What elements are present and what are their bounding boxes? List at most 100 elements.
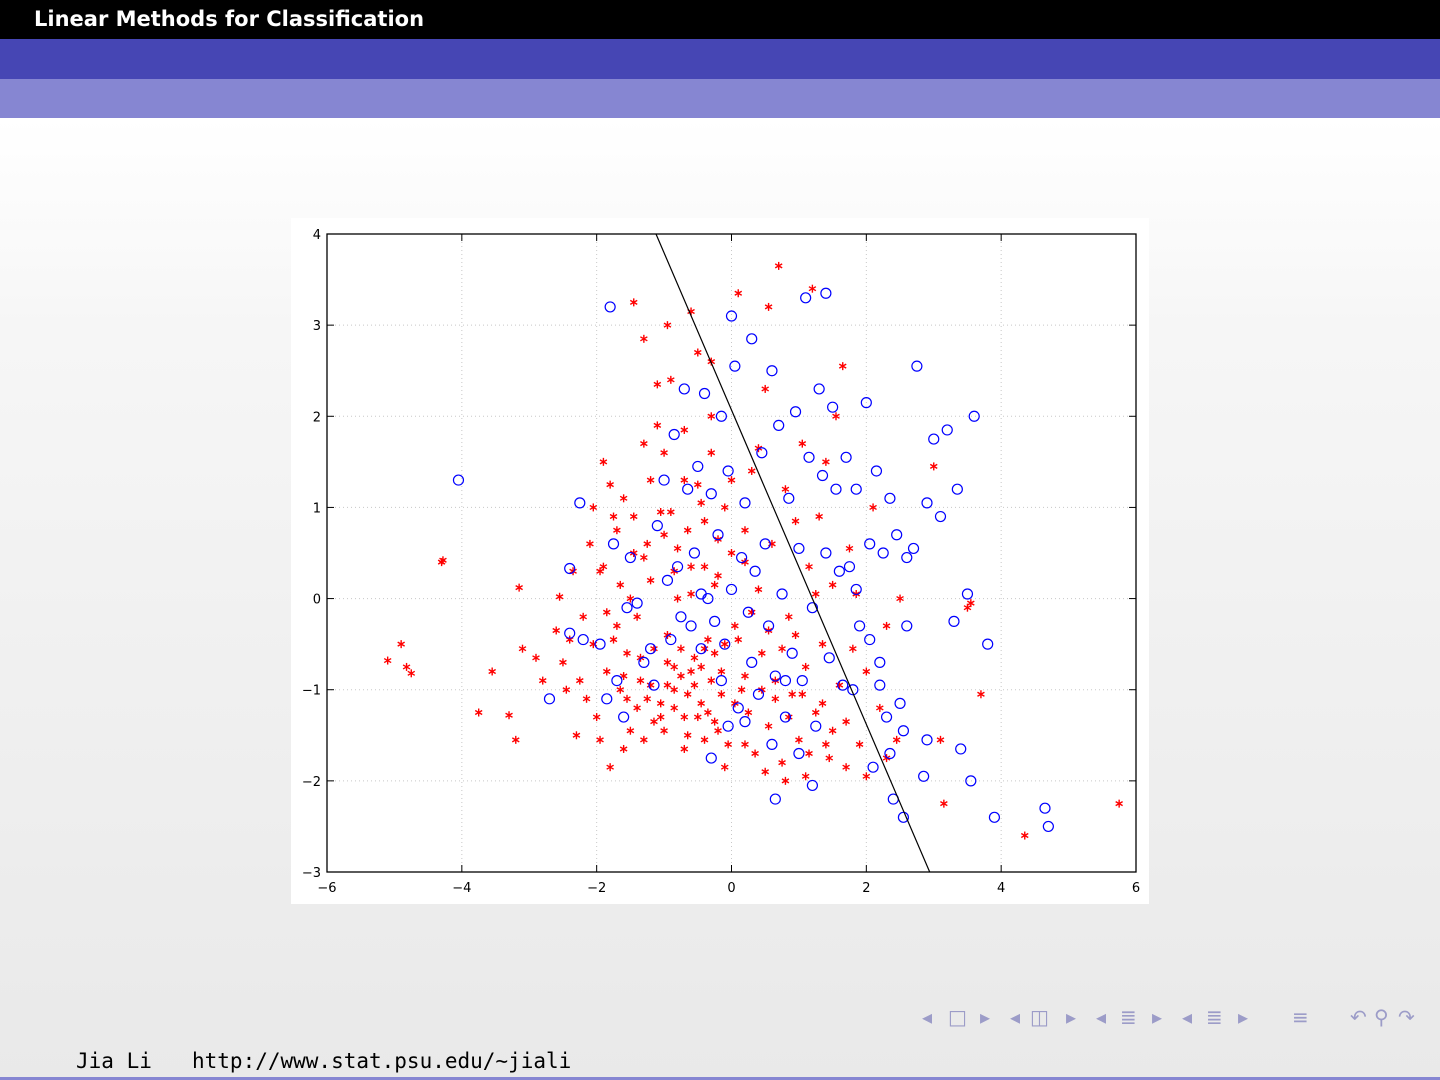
data-point-asterisk	[727, 476, 736, 485]
data-point-asterisk	[623, 694, 631, 703]
data-point-asterisk	[640, 334, 648, 343]
data-point-asterisk	[575, 676, 584, 685]
data-point-asterisk	[663, 681, 672, 690]
data-point-asterisk	[663, 321, 672, 330]
data-point-asterisk	[383, 656, 392, 665]
nav-left-arrow[interactable]: ◂	[922, 1005, 933, 1029]
data-point-asterisk	[842, 763, 850, 772]
data-point-asterisk	[670, 685, 679, 694]
subsection-icon[interactable]: ◫	[1030, 1005, 1049, 1029]
data-point-circle	[833, 565, 845, 577]
data-point-circle	[941, 424, 953, 436]
data-point-asterisk	[656, 713, 665, 722]
align-icon[interactable]: ≡	[1292, 1005, 1309, 1029]
data-point-circle	[850, 583, 862, 596]
footer-url[interactable]: http://www.stat.psu.edu/∼jiali	[192, 1049, 572, 1073]
data-point-circle	[870, 465, 883, 477]
data-point-circle	[695, 588, 707, 600]
data-point-circle	[732, 702, 744, 714]
data-point-asterisk	[700, 517, 709, 526]
data-point-asterisk	[741, 672, 749, 681]
data-point-circle	[769, 670, 781, 682]
data-point-circle	[719, 638, 731, 650]
nav-left-arrow[interactable]: ◂	[1096, 1005, 1107, 1029]
data-point-circle	[736, 551, 748, 564]
data-point-circle	[452, 474, 465, 486]
data-point-asterisk	[653, 380, 662, 389]
data-point-asterisk	[532, 653, 540, 662]
data-point-circle	[1042, 820, 1054, 833]
data-point-asterisk	[801, 772, 810, 781]
data-point-circle	[739, 497, 751, 509]
data-point-asterisk	[656, 507, 665, 516]
data-point-circle	[934, 510, 947, 523]
data-point-asterisk	[791, 631, 800, 640]
data-point-circle	[671, 561, 684, 573]
data-point-asterisk	[602, 608, 611, 617]
x-tick-label: −6	[317, 881, 336, 896]
data-point-asterisk	[747, 608, 756, 617]
data-point-asterisk	[761, 384, 770, 393]
data-point-circle	[705, 752, 717, 764]
data-point-asterisk	[842, 717, 850, 726]
data-point-circle	[769, 793, 781, 805]
section-icon[interactable]: ≣	[1206, 1005, 1223, 1029]
redo-icon[interactable]: ↷	[1398, 1005, 1415, 1029]
data-point-asterisk	[720, 763, 729, 772]
section-list-icon[interactable]: ≣	[1120, 1005, 1137, 1029]
search-icon[interactable]: ⚲	[1374, 1005, 1389, 1029]
data-point-asterisk	[737, 685, 746, 694]
data-point-circle	[621, 602, 633, 614]
data-point-circle	[901, 620, 913, 632]
data-point-asterisk	[882, 754, 891, 763]
data-point-asterisk	[562, 685, 571, 694]
data-point-circle	[796, 675, 808, 687]
data-point-circle	[783, 492, 795, 504]
data-point-asterisk	[781, 485, 790, 494]
frame-icon[interactable]: □	[948, 1005, 967, 1029]
nav-right-arrow[interactable]: ▸	[1238, 1005, 1249, 1029]
data-point-circle	[601, 693, 613, 705]
data-point-asterisk	[977, 690, 985, 699]
data-point-asterisk	[683, 690, 692, 699]
data-point-circle	[918, 770, 930, 782]
y-tick-label: −3	[302, 866, 321, 881]
data-point-asterisk	[805, 749, 813, 758]
data-point-circle	[951, 483, 963, 495]
data-point-circle	[884, 747, 896, 760]
data-point-asterisk	[643, 694, 652, 703]
data-point-circle	[594, 638, 606, 650]
data-point-circle	[715, 410, 727, 422]
data-point-asterisk	[774, 261, 783, 270]
data-point-circle	[611, 675, 623, 687]
nav-right-arrow[interactable]: ▸	[1152, 1005, 1163, 1029]
data-point-circle	[830, 483, 842, 495]
data-point-circle	[847, 684, 859, 696]
data-point-circle	[564, 562, 576, 575]
x-tick-label: 6	[1132, 881, 1140, 896]
data-point-asterisk	[761, 767, 770, 776]
header-band-dark	[0, 39, 1440, 79]
data-point-asterisk	[690, 653, 699, 662]
nav-right-arrow[interactable]: ▸	[1066, 1005, 1077, 1029]
nav-right-arrow[interactable]: ▸	[980, 1005, 991, 1029]
data-point-circle	[860, 397, 872, 409]
data-point-circle	[955, 743, 967, 755]
nav-left-arrow[interactable]: ◂	[1182, 1005, 1193, 1029]
data-point-asterisk	[704, 635, 712, 644]
data-point-circle	[982, 638, 994, 650]
data-point-circle	[685, 620, 697, 632]
data-point-asterisk	[673, 544, 682, 553]
data-point-circle	[907, 542, 920, 555]
data-point-asterisk	[677, 644, 685, 653]
data-point-asterisk	[815, 512, 823, 521]
data-point-asterisk	[680, 713, 689, 722]
data-point-circle	[837, 679, 849, 691]
nav-left-arrow[interactable]: ◂	[1010, 1005, 1021, 1029]
x-tick-label: 2	[862, 881, 870, 896]
data-point-asterisk	[822, 740, 830, 749]
data-point-circle	[682, 483, 694, 495]
data-point-asterisk	[623, 649, 631, 658]
data-point-asterisk	[754, 444, 763, 453]
undo-icon[interactable]: ↶	[1350, 1005, 1367, 1029]
